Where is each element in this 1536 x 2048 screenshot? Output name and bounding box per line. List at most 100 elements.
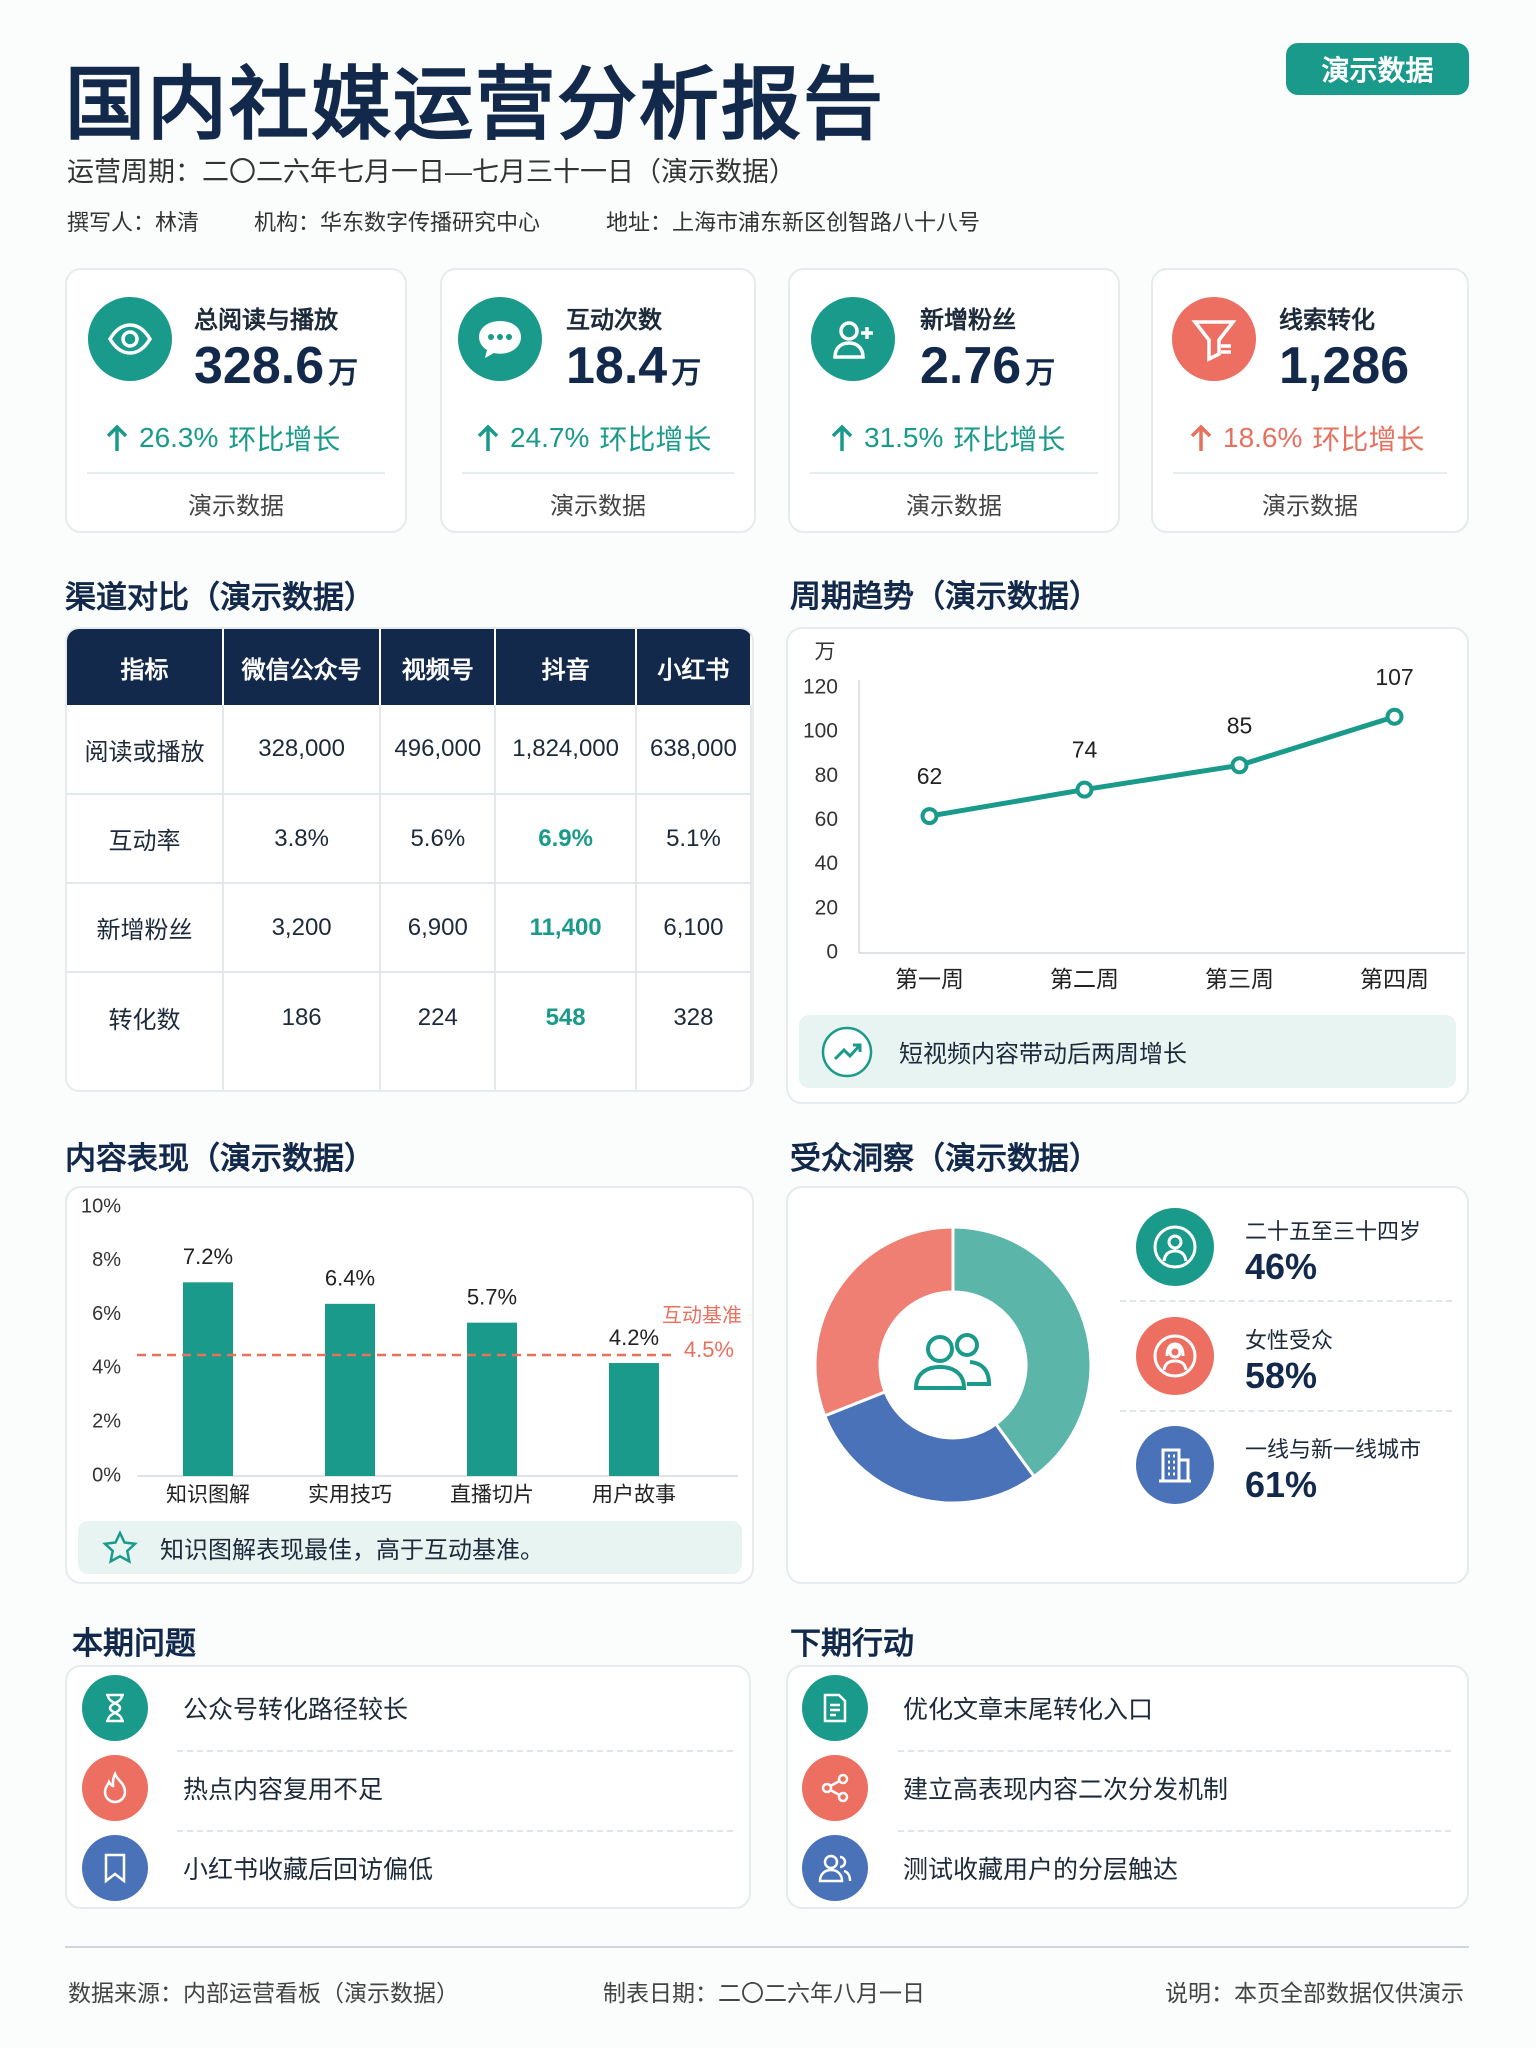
y-tick-label: 60 [815, 808, 838, 831]
data-label: 62 [917, 763, 943, 789]
annotation: 短视频内容带动后两周增长 [899, 1041, 1187, 1068]
reference-label: 互动基准 [662, 1304, 742, 1327]
header-cell: 小红书 [635, 629, 752, 705]
table-cell: 3,200 [222, 883, 382, 973]
kpi-label: 总阅读与播放 [194, 307, 338, 334]
y-tick-label: 2% [92, 1410, 121, 1432]
table-cell: 548 [495, 972, 637, 1090]
kpi-note: 演示数据 [1262, 493, 1358, 520]
data-label: 7.2% [183, 1244, 233, 1269]
y-tick-label: 100 [803, 720, 838, 743]
kpi-card: 互动次数 18.4 万 24.7% 环比增长 演示数据 [440, 268, 756, 533]
divider [898, 1830, 1451, 1832]
item-text: 测试收藏用户的分层触达 [903, 1856, 1179, 1884]
divider [87, 472, 385, 474]
kpi-card: 新增粉丝 2.76 万 31.5% 环比增长 演示数据 [788, 268, 1120, 533]
kpi-note: 演示数据 [550, 493, 646, 520]
item-text: 热点内容复用不足 [183, 1776, 384, 1804]
table-cell: 6.9% [495, 794, 637, 884]
y-tick-label: 10% [81, 1195, 121, 1217]
bar [183, 1282, 233, 1476]
x-tick-label: 用户故事 [592, 1484, 676, 1507]
kpi-value: 18.4 万 [566, 336, 701, 396]
kpi-note: 演示数据 [906, 493, 1002, 520]
header-cell: 视频号 [380, 629, 497, 705]
y-axis-label: 万 [815, 641, 836, 664]
bar [609, 1363, 659, 1476]
data-label: 74 [1072, 737, 1098, 763]
footer-line [65, 1946, 1469, 1948]
table-cell: 5.1% [635, 794, 752, 884]
list-panel: 优化文章末尾转化入口 建立高表现内容二次分发机制 测试收藏用户的分层触达 [786, 1665, 1469, 1909]
kpi-note: 演示数据 [188, 493, 284, 520]
header-cell: 微信公众号 [222, 629, 382, 705]
channel-table: 指标 微信公众号 视频号 抖音 小红书 阅读或播放 328,000 496,000 1,824,… [67, 629, 752, 1090]
point [1075, 780, 1094, 799]
divider [462, 472, 734, 474]
divider [1120, 1300, 1452, 1302]
kpi-number: 328.6 [194, 337, 325, 395]
change-label: 环比增长 [1312, 424, 1425, 455]
kpi-value: 1,286 [1279, 336, 1409, 396]
item-text: 小红书收藏后回访偏低 [183, 1856, 434, 1884]
audience-value: 61% [1245, 1464, 1318, 1505]
table-row: 阅读或播放 328,000 496,000 1,824,000 638,000 [67, 705, 752, 795]
change-label: 环比增长 [228, 424, 341, 455]
badge: 演示数据 [1286, 43, 1469, 95]
annotation: 知识图解表现最佳，高于互动基准。 [160, 1537, 544, 1564]
x-tick-label: 第四周 [1360, 966, 1429, 992]
kpi-unit: 万 [1025, 357, 1056, 390]
item-text: 建立高表现内容二次分发机制 [903, 1776, 1229, 1804]
y-tick-label: 8% [92, 1249, 121, 1271]
change-label: 环比增长 [953, 424, 1066, 455]
annotation-box: 短视频内容带动后两周增长 [799, 1015, 1456, 1088]
table-cell: 328 [635, 972, 752, 1090]
y-tick-label: 120 [803, 676, 838, 699]
kpi-unit: 万 [328, 357, 359, 390]
kpi-value: 328.6 万 [194, 336, 358, 396]
icon [88, 297, 172, 381]
kpi-change: 26.3% 环比增长 [105, 418, 340, 458]
divider [1173, 472, 1447, 474]
item-text: 优化文章末尾转化入口 [903, 1696, 1154, 1724]
table-cell: 转化数 [67, 972, 224, 1090]
table-cell: 6,100 [635, 883, 752, 973]
icon [1172, 297, 1256, 381]
period: 运营周期：二〇二六年七月一日—七月三十一日（演示数据） [67, 157, 796, 187]
list-item: 优化文章末尾转化入口 [788, 1668, 1467, 1748]
data-label: 6.4% [325, 1266, 375, 1291]
x-tick-label: 第三周 [1205, 966, 1274, 992]
data-label: 4.2% [609, 1325, 659, 1350]
divider [898, 1750, 1451, 1752]
point [920, 807, 939, 826]
table-cell: 11,400 [495, 883, 637, 973]
kpi-change: 18.6% 环比增长 [1189, 418, 1424, 458]
table-cell: 互动率 [67, 794, 224, 884]
table-row: 转化数 186 224 548 328 [67, 972, 752, 1090]
list-item: 小红书收藏后回访偏低 [67, 1828, 749, 1908]
divider [177, 1750, 733, 1752]
point [1230, 756, 1249, 775]
table-cell: 6,900 [380, 883, 497, 973]
donut-segment [951, 1225, 1093, 1479]
donut-segment [813, 1225, 955, 1418]
y-tick-label: 20 [815, 896, 838, 919]
data-label: 85 [1227, 712, 1253, 738]
kpi-label: 线索转化 [1279, 307, 1375, 334]
list-item: 建立高表现内容二次分发机制 [788, 1748, 1467, 1828]
section-title: 内容表现（演示数据） [65, 1141, 375, 1176]
x-tick-label: 实用技巧 [308, 1484, 392, 1507]
audience-label: 二十五至三十四岁 [1245, 1219, 1422, 1244]
kpi-number: 2.76 [920, 337, 1022, 395]
table-cell: 638,000 [635, 705, 752, 795]
table-cell: 328,000 [222, 705, 382, 795]
divider [1120, 1410, 1452, 1412]
kpi-number: 1,286 [1279, 337, 1410, 395]
section-title: 受众洞察（演示数据） [790, 1141, 1100, 1176]
line [929, 714, 1396, 819]
table-row: 新增粉丝 3,200 6,900 11,400 6,100 [67, 883, 752, 973]
list-item: 热点内容复用不足 [67, 1748, 749, 1828]
table-cell: 186 [222, 972, 382, 1090]
audience-value: 58% [1245, 1355, 1318, 1396]
section-title: 渠道对比（演示数据） [65, 580, 375, 615]
